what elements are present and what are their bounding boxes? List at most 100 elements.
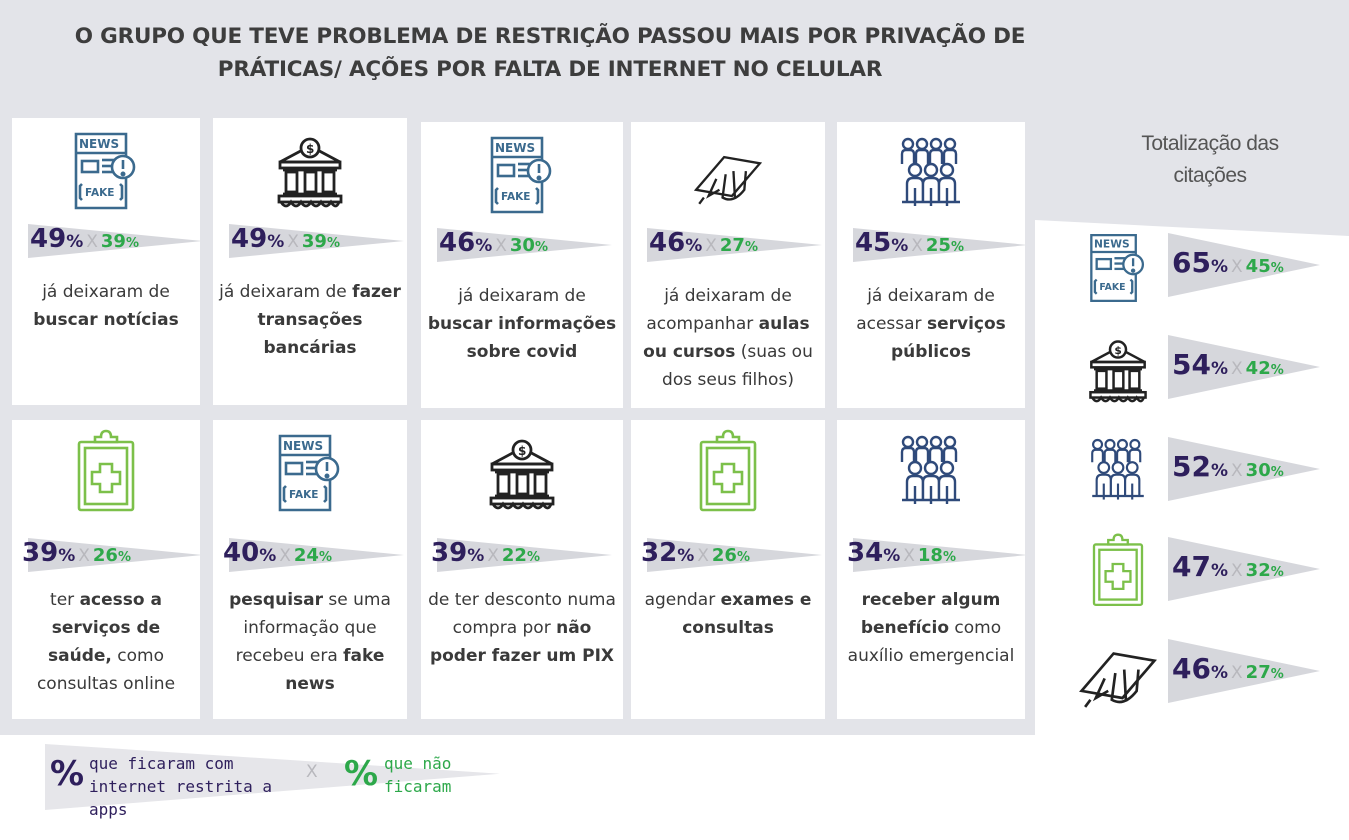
separator-x: X (78, 546, 90, 566)
pct-not-restricted: 26% (92, 545, 131, 566)
legend-separator: X (306, 762, 318, 782)
fake-news-icon: NEWS FAKE (71, 126, 141, 216)
stat-card: $ 39% X 22% de ter desconto numa compra por… (421, 420, 623, 719)
stat-description: já deixaram de buscar notícias (33, 282, 179, 330)
separator-x: X (1231, 257, 1243, 277)
svg-text:NEWS: NEWS (283, 439, 323, 453)
total-item: NEWS FAKE 65% X 45% (1070, 228, 1340, 308)
total-item: 47% X 32% (1070, 532, 1340, 612)
separator-x: X (495, 236, 507, 256)
stat-card: 32% X 26% agendar exames e consultas (631, 420, 825, 719)
svg-text:FAKE: FAKE (289, 489, 318, 501)
pct-restricted: 39% (431, 538, 485, 568)
stat-description: já deixaram de fazer transações bancária… (219, 282, 401, 358)
stat-card: NEWS FAKE 49% X 39% já deixaram de buscar n… (12, 118, 200, 405)
title-line-1: O GRUPO QUE TEVE PROBLEMA DE RESTRIÇÃO P… (74, 24, 1026, 49)
medical-clipboard-icon (1078, 532, 1158, 612)
separator-x: X (911, 236, 923, 256)
graduation-cap-icon (1078, 634, 1158, 714)
stat-description: pesquisar se uma informação que recebeu … (229, 590, 391, 694)
stat-row: 46% X 30% (421, 226, 623, 266)
page-title: O GRUPO QUE TEVE PROBLEMA DE RESTRIÇÃO P… (20, 20, 1080, 86)
pct-not-restricted: 27% (1245, 662, 1284, 683)
pct-not-restricted: 27% (719, 235, 758, 256)
fake-news-icon: NEWS FAKE (487, 130, 557, 220)
stat-description: de ter desconto numa compra por não pode… (428, 590, 616, 666)
pct-restricted: 46% (649, 228, 703, 258)
bank-icon: $ (1078, 330, 1158, 410)
pct-restricted: 34% (847, 538, 901, 568)
separator-x: X (487, 546, 499, 566)
people-group-icon (896, 428, 966, 518)
stat-card: 34% X 18% receber algum benefício como auxí… (837, 420, 1025, 719)
pct-restricted: 65% (1172, 246, 1229, 279)
pct-restricted: 32% (641, 538, 695, 568)
svg-text:FAKE: FAKE (501, 191, 530, 203)
svg-text:$: $ (518, 444, 526, 458)
svg-text:$: $ (306, 142, 314, 156)
medical-clipboard-icon (693, 428, 763, 518)
svg-text:FAKE: FAKE (85, 187, 114, 199)
pct-restricted: 54% (1172, 348, 1229, 381)
stat-row: 39% X 26% (12, 536, 200, 576)
legend-restricted-pct: % (50, 754, 85, 794)
people-group-icon (1078, 432, 1158, 512)
separator-x: X (697, 546, 709, 566)
stat-row: 46% X 27% (631, 226, 825, 266)
stat-description: já deixaram de acessar serviços públicos (856, 286, 1006, 362)
svg-text:$: $ (1114, 344, 1121, 357)
totals-title: Totalização das citações (1141, 132, 1279, 187)
medical-clipboard-icon (71, 428, 141, 518)
stat-card: $ 49% X 39% já deixaram de fazer transações… (213, 118, 407, 405)
pct-not-restricted: 32% (1245, 560, 1284, 581)
legend: % que ficaram com internet restrita a ap… (40, 742, 500, 822)
bank-icon: $ (275, 126, 345, 216)
stat-row: 34% X 18% (837, 536, 1025, 576)
separator-x: X (1231, 663, 1243, 683)
stat-card: 46% X 27% já deixaram de acompanhar aulas o… (631, 122, 825, 408)
stat-description: já deixaram de acompanhar aulas ou curso… (643, 286, 813, 390)
stat-description: ter acesso a serviços de saúde, como con… (36, 590, 176, 694)
bank-icon: $ (487, 428, 557, 518)
separator-x: X (705, 236, 717, 256)
people-group-icon (896, 130, 966, 220)
stat-row: 45% X 25% (837, 226, 1025, 266)
pct-not-restricted: 25% (925, 235, 964, 256)
total-item: 46% X 27% (1070, 634, 1340, 714)
svg-text:NEWS: NEWS (495, 141, 535, 155)
pct-not-restricted: 30% (1245, 460, 1284, 481)
legend-not-restricted-label: que não ficaram (384, 754, 452, 796)
pct-restricted: 45% (855, 228, 909, 258)
separator-x: X (1231, 561, 1243, 581)
stat-row: 49% X 39% (213, 222, 407, 262)
svg-text:NEWS: NEWS (79, 137, 119, 151)
separator-x: X (279, 546, 291, 566)
stat-description: receber algum benefício como auxílio eme… (847, 590, 1015, 666)
pct-restricted: 39% (22, 538, 76, 568)
svg-text:FAKE: FAKE (1099, 282, 1125, 293)
total-item: $ 54% X 42% (1070, 330, 1340, 410)
stat-card: NEWS FAKE 46% X 30% já deixaram de buscar i… (421, 122, 623, 408)
pct-not-restricted: 26% (711, 545, 750, 566)
pct-restricted: 47% (1172, 550, 1229, 583)
pct-restricted: 46% (1172, 652, 1229, 685)
graduation-cap-icon (693, 130, 763, 220)
fake-news-icon: NEWS FAKE (275, 428, 345, 518)
svg-text:NEWS: NEWS (1094, 238, 1130, 251)
separator-x: X (1231, 461, 1243, 481)
separator-x: X (1231, 359, 1243, 379)
stat-row: 32% X 26% (631, 536, 825, 576)
pct-not-restricted: 39% (301, 231, 340, 252)
separator-x: X (86, 232, 98, 252)
pct-not-restricted: 42% (1245, 358, 1284, 379)
fake-news-icon: NEWS FAKE (1078, 228, 1158, 308)
stat-description: já deixaram de buscar informações sobre … (427, 286, 617, 362)
total-item: 52% X 30% (1070, 432, 1340, 512)
pct-not-restricted: 39% (100, 231, 139, 252)
title-line-2: PRÁTICAS/ AÇÕES POR FALTA DE INTERNET NO… (217, 57, 883, 82)
pct-restricted: 40% (223, 538, 277, 568)
pct-not-restricted: 22% (501, 545, 540, 566)
pct-not-restricted: 18% (917, 545, 956, 566)
stat-row: 39% X 22% (421, 536, 623, 576)
pct-not-restricted: 24% (293, 545, 332, 566)
